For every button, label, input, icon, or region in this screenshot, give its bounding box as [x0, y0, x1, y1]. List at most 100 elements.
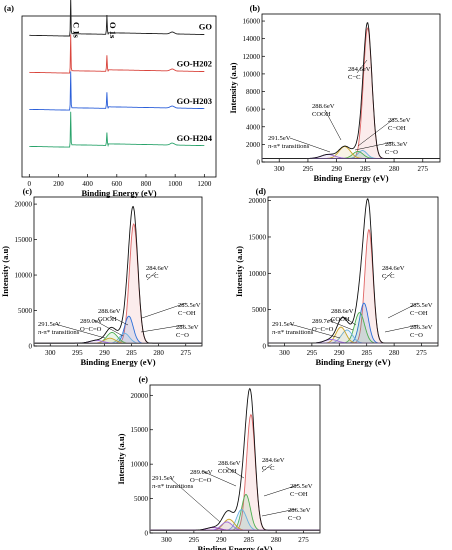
annotation-text: 288.6eV — [218, 460, 241, 467]
y-tick-label: 14000 — [243, 35, 261, 43]
annotation-text: C−OH — [178, 310, 196, 317]
y-tick-label: 0 — [257, 159, 261, 167]
y-tick-label: 20000 — [249, 197, 267, 205]
annotation-text: 284.6eV — [262, 457, 285, 464]
annotation-text: π-π* transitions — [38, 329, 80, 336]
x-axis-label: Binding Energy (eV) — [315, 357, 390, 367]
y-tick-label: 0 — [263, 343, 267, 351]
annotation-text: COOH — [331, 316, 350, 323]
y-tick-label: 15000 — [249, 233, 267, 241]
annotation-text: COOH — [98, 316, 117, 323]
y-axis-label: Intensity (a.u) — [234, 246, 244, 297]
y-tick-label: 10000 — [249, 270, 267, 278]
x-tick-label: 280 — [389, 165, 400, 173]
y-tick-label: 20000 — [15, 201, 33, 209]
annotation-text: 285.5eV — [388, 117, 411, 124]
annotation-pointer — [54, 323, 106, 339]
y-tick-label: 4000 — [246, 123, 261, 131]
annotation-text: C−O — [288, 515, 301, 522]
x-tick-label: 0 — [28, 180, 32, 188]
x-tick-label: 295 — [189, 536, 200, 544]
annotation-text: C−OH — [410, 310, 428, 317]
annotation-text: 289.7eV — [312, 318, 335, 325]
annotation-pointer — [289, 137, 331, 153]
annotation-text: 288.6eV — [98, 308, 121, 315]
annotation-pointer — [146, 271, 157, 281]
annotation-pointer — [289, 323, 341, 339]
panel-e: (e) 300 295 290 285 280 275 0 5000 10000 15000 2000… — [116, 374, 321, 550]
y-tick-label: 15000 — [15, 236, 33, 244]
annotation-pointer — [354, 141, 394, 151]
survey-line-go-h204 — [29, 111, 205, 148]
panel-frame — [33, 196, 203, 347]
annotation-text: 291.5eV — [38, 321, 61, 328]
annotation-pointer — [201, 470, 237, 487]
annotation-text: 286.3eV — [385, 141, 408, 148]
y-tick-label: 0 — [29, 343, 33, 351]
x-tick-label: 600 — [112, 180, 123, 188]
annotation-pointer — [341, 315, 357, 326]
annotation-pointer — [109, 315, 129, 326]
x-axis-label: Binding Energy (eV) — [81, 188, 156, 198]
x-tick-label: 295 — [307, 349, 318, 357]
x-tick-label: 285 — [126, 349, 137, 357]
peak-label-o1s: O 1s — [108, 22, 118, 39]
annotation-text: C−O — [410, 332, 423, 339]
annotation-text: 288.6eV — [331, 308, 354, 315]
x-tick-label: 290 — [216, 536, 227, 544]
annotation-text: 288.6eV — [312, 103, 335, 110]
y-tick-label: 2000 — [246, 141, 261, 149]
series-label: GO — [199, 22, 213, 32]
panel-a-frame — [21, 15, 217, 178]
x-axis-label: Binding Energy (eV) — [80, 357, 155, 367]
x-axis-label: Binding Energy (eV) — [197, 544, 272, 550]
x-tick-label: 275 — [180, 349, 191, 357]
annotation-text: C−C — [146, 273, 159, 280]
panel-label: (d) — [256, 186, 267, 196]
x-tick-label: 275 — [416, 349, 427, 357]
panel-frame — [261, 13, 441, 163]
survey-line-go-h202 — [29, 34, 205, 74]
y-tick-label: 16000 — [243, 18, 261, 26]
annotation-text: C−OH — [388, 125, 406, 132]
annotation-text: π-π* transitions — [152, 483, 194, 490]
panel-b: (b) 300 295 290 285 280 275 0 2000 4000 6000 8000 10… — [228, 3, 441, 183]
annotation-pointer — [140, 324, 185, 333]
x-tick-label: 280 — [153, 349, 164, 357]
y-tick-label: 5000 — [252, 306, 267, 314]
x-tick-label: 200 — [53, 180, 64, 188]
annotation-text: 286.3eV — [288, 507, 311, 514]
y-tick-label: 12000 — [243, 53, 261, 61]
peak-label-c1s: C 1s — [72, 22, 82, 39]
x-tick-label: 285 — [360, 165, 371, 173]
survey-line-go-h203 — [29, 71, 205, 111]
x-tick-label: 300 — [274, 165, 285, 173]
y-axis-label: Intensity (a.u) — [0, 246, 10, 297]
series-label: GO-H204 — [177, 133, 213, 143]
annotation-pointer — [169, 477, 221, 523]
y-tick-label: 8000 — [246, 88, 261, 96]
annotation-text: π-π* transitions — [268, 143, 310, 150]
x-tick-label: 400 — [82, 180, 93, 188]
annotation-text: π-π* transitions — [272, 329, 314, 336]
annotation-text: COOH — [312, 111, 331, 118]
annotation-text: 284.6eV — [348, 66, 371, 73]
annotation-pointer — [324, 109, 342, 141]
x-tick-label: 275 — [418, 165, 429, 173]
series-label: GO-H203 — [177, 96, 212, 106]
x-tick-label: 300 — [45, 349, 56, 357]
annotation-pointer — [225, 466, 245, 479]
panel-d: (d) 300 295 290 285 280 275 0 5000 10000 15000 2000… — [234, 186, 439, 367]
x-tick-label: 1200 — [197, 180, 212, 188]
annotation-text: O−C=O — [312, 326, 334, 333]
y-axis-label: Intensity (a.u) — [116, 433, 126, 484]
annotation-pointer — [387, 302, 419, 319]
annotation-text: 291.5eV — [272, 321, 295, 328]
panel-label: (e) — [139, 374, 149, 384]
y-tick-label: 10000 — [15, 272, 33, 280]
x-tick-label: 280 — [389, 349, 400, 357]
annotation-text: C−OH — [290, 491, 308, 498]
x-tick-label: 1000 — [168, 180, 183, 188]
panel-frame — [267, 196, 439, 347]
